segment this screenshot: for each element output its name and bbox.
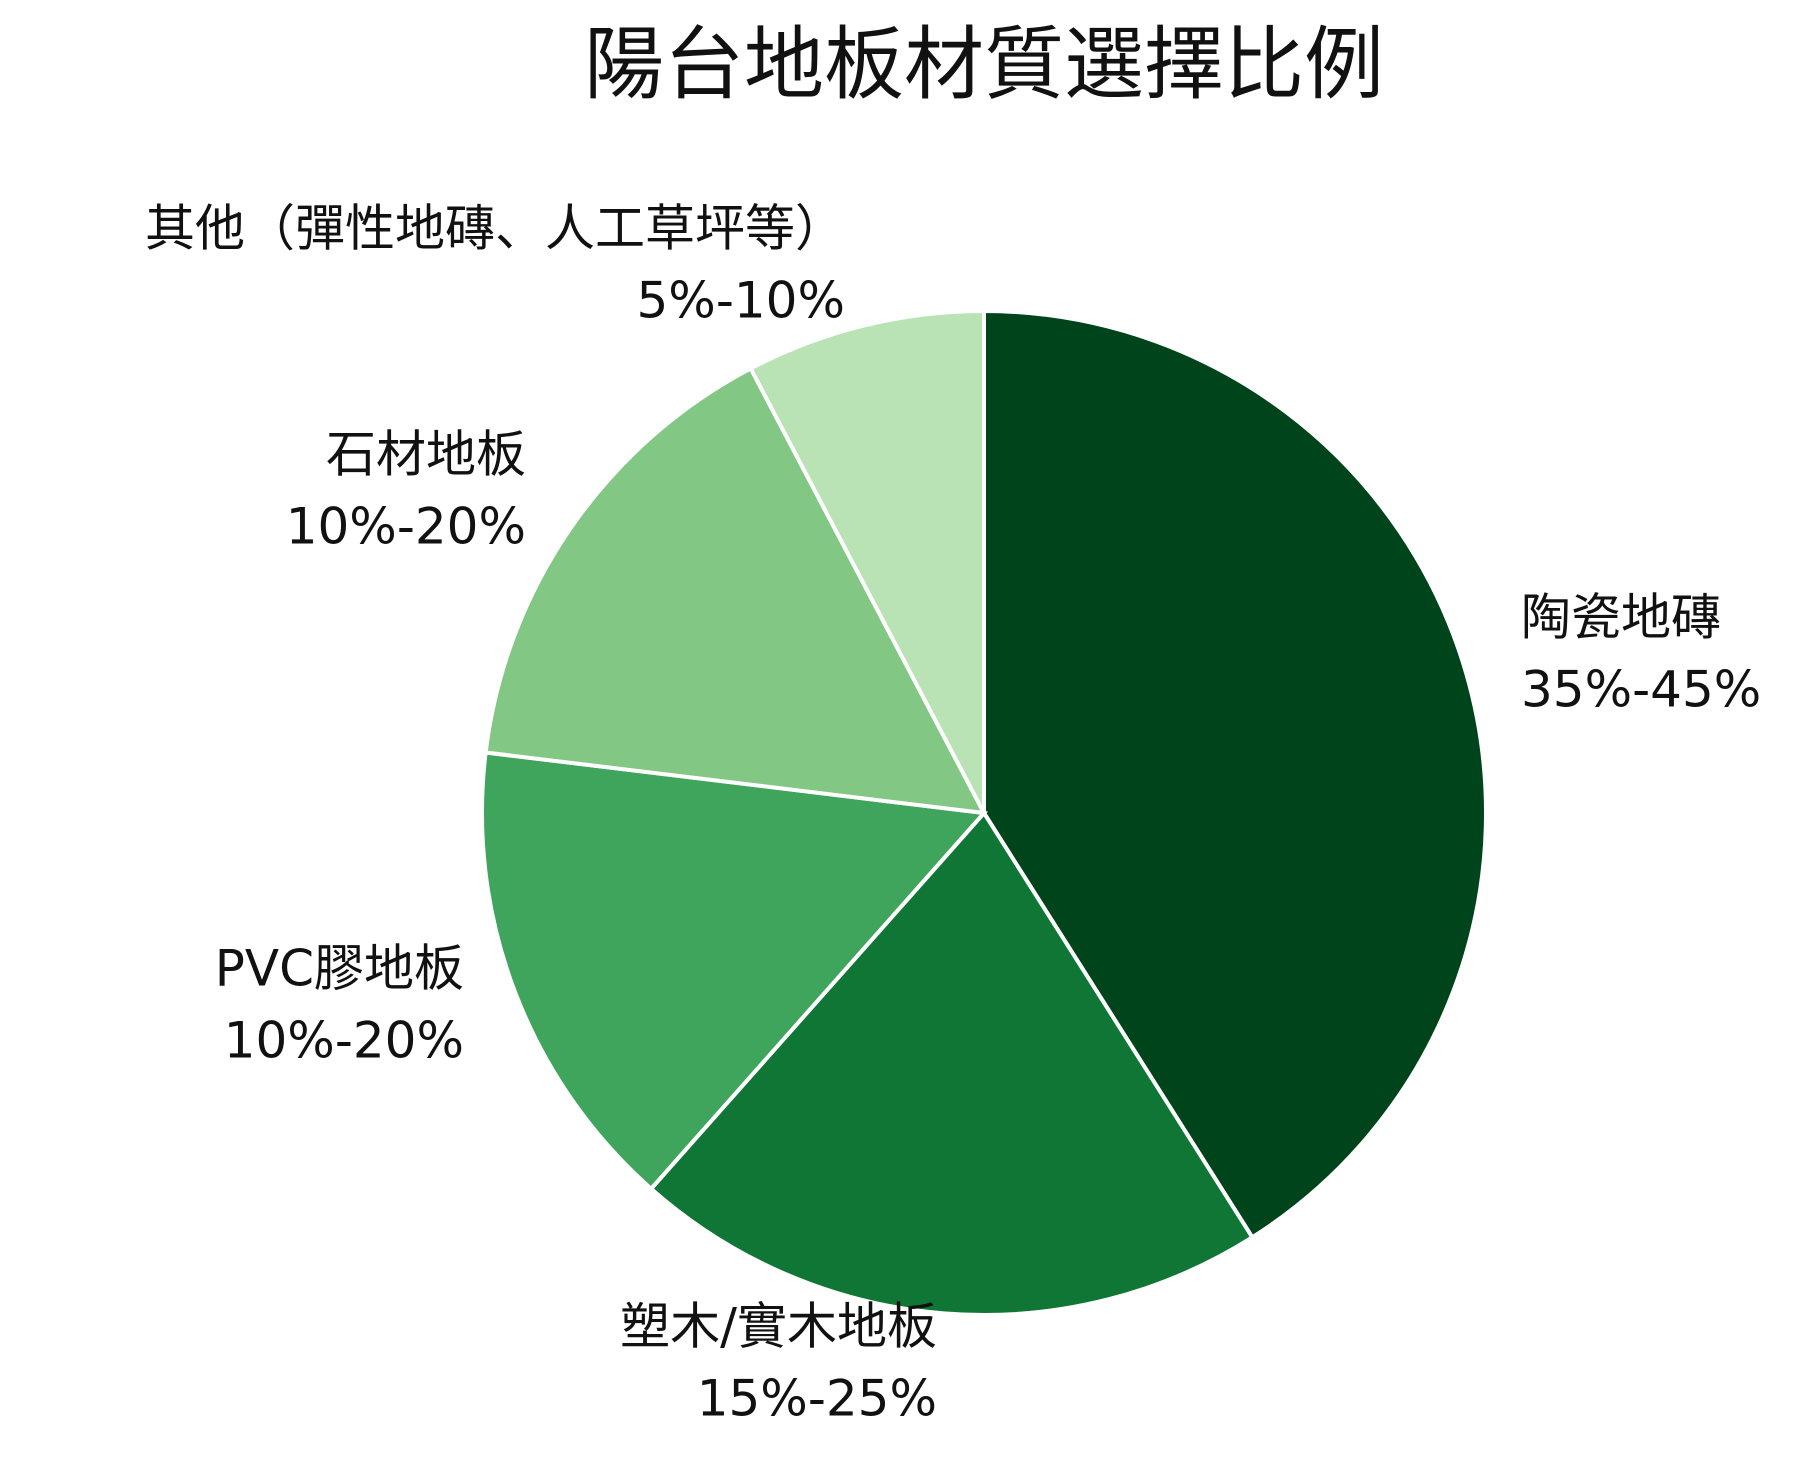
pie-slice (748, 308, 986, 814)
slice-label: PVC膠地板 (215, 940, 464, 998)
value-label: 15%-25% (697, 1370, 937, 1428)
value-label: 5%-10% (637, 272, 846, 330)
pie-slice (982, 308, 1488, 1241)
value-label: 10%-20% (224, 1012, 464, 1070)
slice-label: 其他（彈性地磚、人工草坪等） (145, 200, 845, 258)
pie-slice (480, 750, 989, 1192)
value-label: 10%-20% (286, 498, 526, 556)
pie-slice (648, 809, 1256, 1317)
slice-label: 塑木/實木地板 (620, 1298, 937, 1356)
slice-label: 陶瓷地磚 (1521, 589, 1721, 647)
slice-label: 石材地板 (326, 426, 526, 484)
pie-slice (483, 365, 988, 816)
value-label: 35%-45% (1521, 661, 1761, 719)
chart-title: 陽台地板材質選擇比例 (584, 18, 1384, 111)
